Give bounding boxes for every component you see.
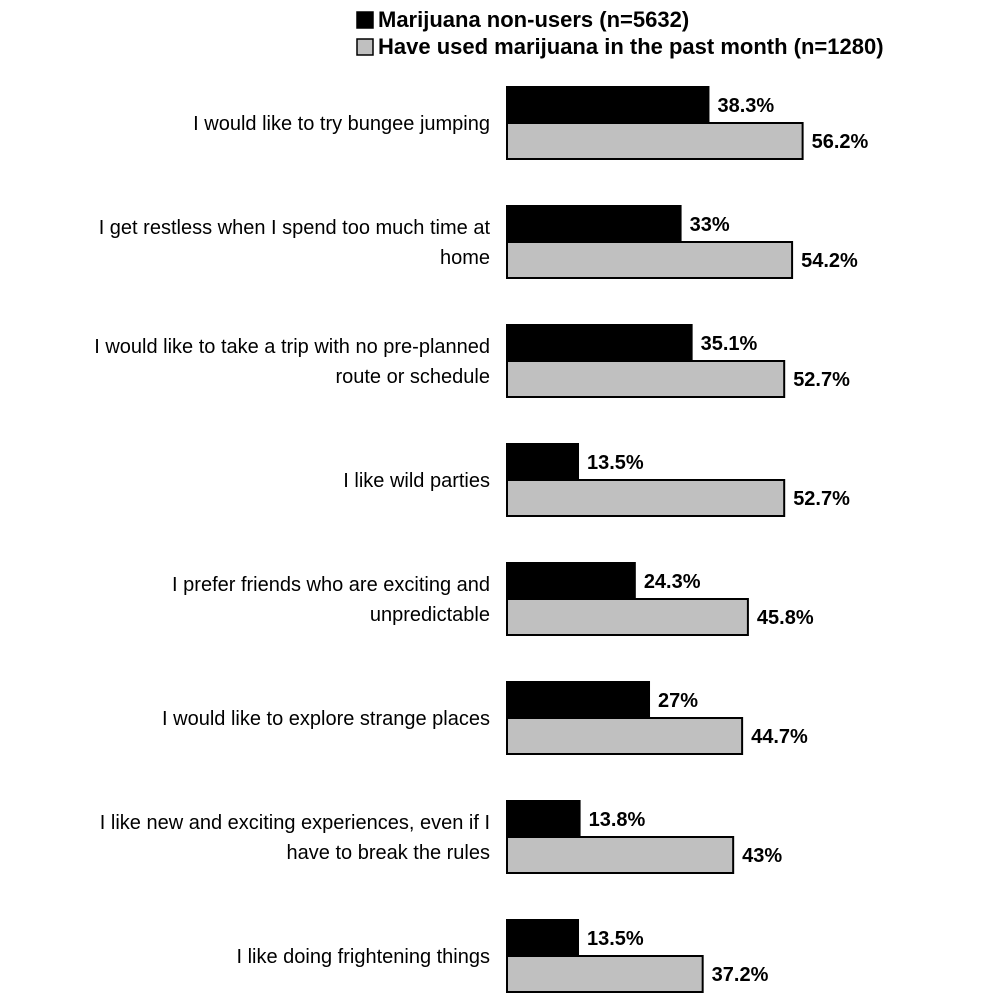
bar-series-1 bbox=[506, 443, 580, 481]
category-label: I like new and exciting experiences, eve… bbox=[100, 812, 490, 834]
value-label: 44.7% bbox=[751, 726, 808, 748]
category-label: route or schedule bbox=[335, 366, 490, 388]
value-label: 38.3% bbox=[717, 95, 774, 117]
value-labels: 38.3% 56.2% 33% 54.2% 35.1% 52.7% 13.5% 52.7% 24… bbox=[587, 95, 869, 986]
value-label: 27% bbox=[658, 690, 698, 712]
legend-label-2: Have used marijuana in the past month (n… bbox=[378, 34, 884, 59]
value-label: 56.2% bbox=[812, 131, 869, 153]
category-labels: I would like to try bungee jumping I get … bbox=[94, 113, 490, 968]
bar-series-1 bbox=[506, 681, 651, 719]
bar-series-1 bbox=[506, 86, 710, 124]
value-label: 54.2% bbox=[801, 250, 858, 272]
bar-series-1 bbox=[506, 800, 581, 838]
value-label: 37.2% bbox=[712, 964, 769, 986]
bar-series-1 bbox=[506, 205, 682, 243]
category-label: I would like to explore strange places bbox=[162, 708, 490, 730]
bar-series-1 bbox=[506, 562, 636, 600]
bar-series-2 bbox=[506, 479, 786, 517]
bar-series-2 bbox=[506, 955, 704, 993]
legend-label-1: Marijuana non-users (n=5632) bbox=[378, 7, 689, 32]
legend-swatch-1 bbox=[356, 11, 374, 29]
bar-series-2 bbox=[506, 717, 744, 755]
category-label: I would like to take a trip with no pre-… bbox=[94, 336, 490, 358]
legend-swatch-2 bbox=[356, 38, 374, 56]
bar-series-2 bbox=[506, 241, 794, 279]
category-label: I like doing frightening things bbox=[237, 946, 491, 968]
bar-series-2 bbox=[506, 598, 749, 636]
value-label: 45.8% bbox=[757, 607, 814, 629]
bar-series-1 bbox=[506, 324, 693, 362]
value-label: 13.5% bbox=[587, 928, 644, 950]
value-label: 13.5% bbox=[587, 452, 644, 474]
value-label: 52.7% bbox=[793, 369, 850, 391]
bar-series-2 bbox=[506, 122, 804, 160]
legend: Marijuana non-users (n=5632)Have used ma… bbox=[356, 7, 884, 59]
category-label: have to break the rules bbox=[287, 842, 490, 864]
category-label: home bbox=[440, 247, 490, 269]
category-label: I get restless when I spend too much tim… bbox=[99, 217, 491, 239]
category-label: unpredictable bbox=[370, 604, 490, 626]
category-label: I would like to try bungee jumping bbox=[193, 113, 490, 135]
value-label: 24.3% bbox=[644, 571, 701, 593]
category-label: I like wild parties bbox=[343, 470, 490, 492]
value-label: 43% bbox=[742, 845, 782, 867]
bar-series-1 bbox=[506, 919, 580, 957]
value-label: 35.1% bbox=[701, 333, 758, 355]
category-label: I prefer friends who are exciting and bbox=[172, 574, 490, 596]
bars bbox=[506, 86, 804, 993]
value-label: 33% bbox=[690, 214, 730, 236]
value-label: 52.7% bbox=[793, 488, 850, 510]
bar-series-2 bbox=[506, 360, 786, 398]
value-label: 13.8% bbox=[589, 809, 646, 831]
bar-series-2 bbox=[506, 836, 735, 874]
